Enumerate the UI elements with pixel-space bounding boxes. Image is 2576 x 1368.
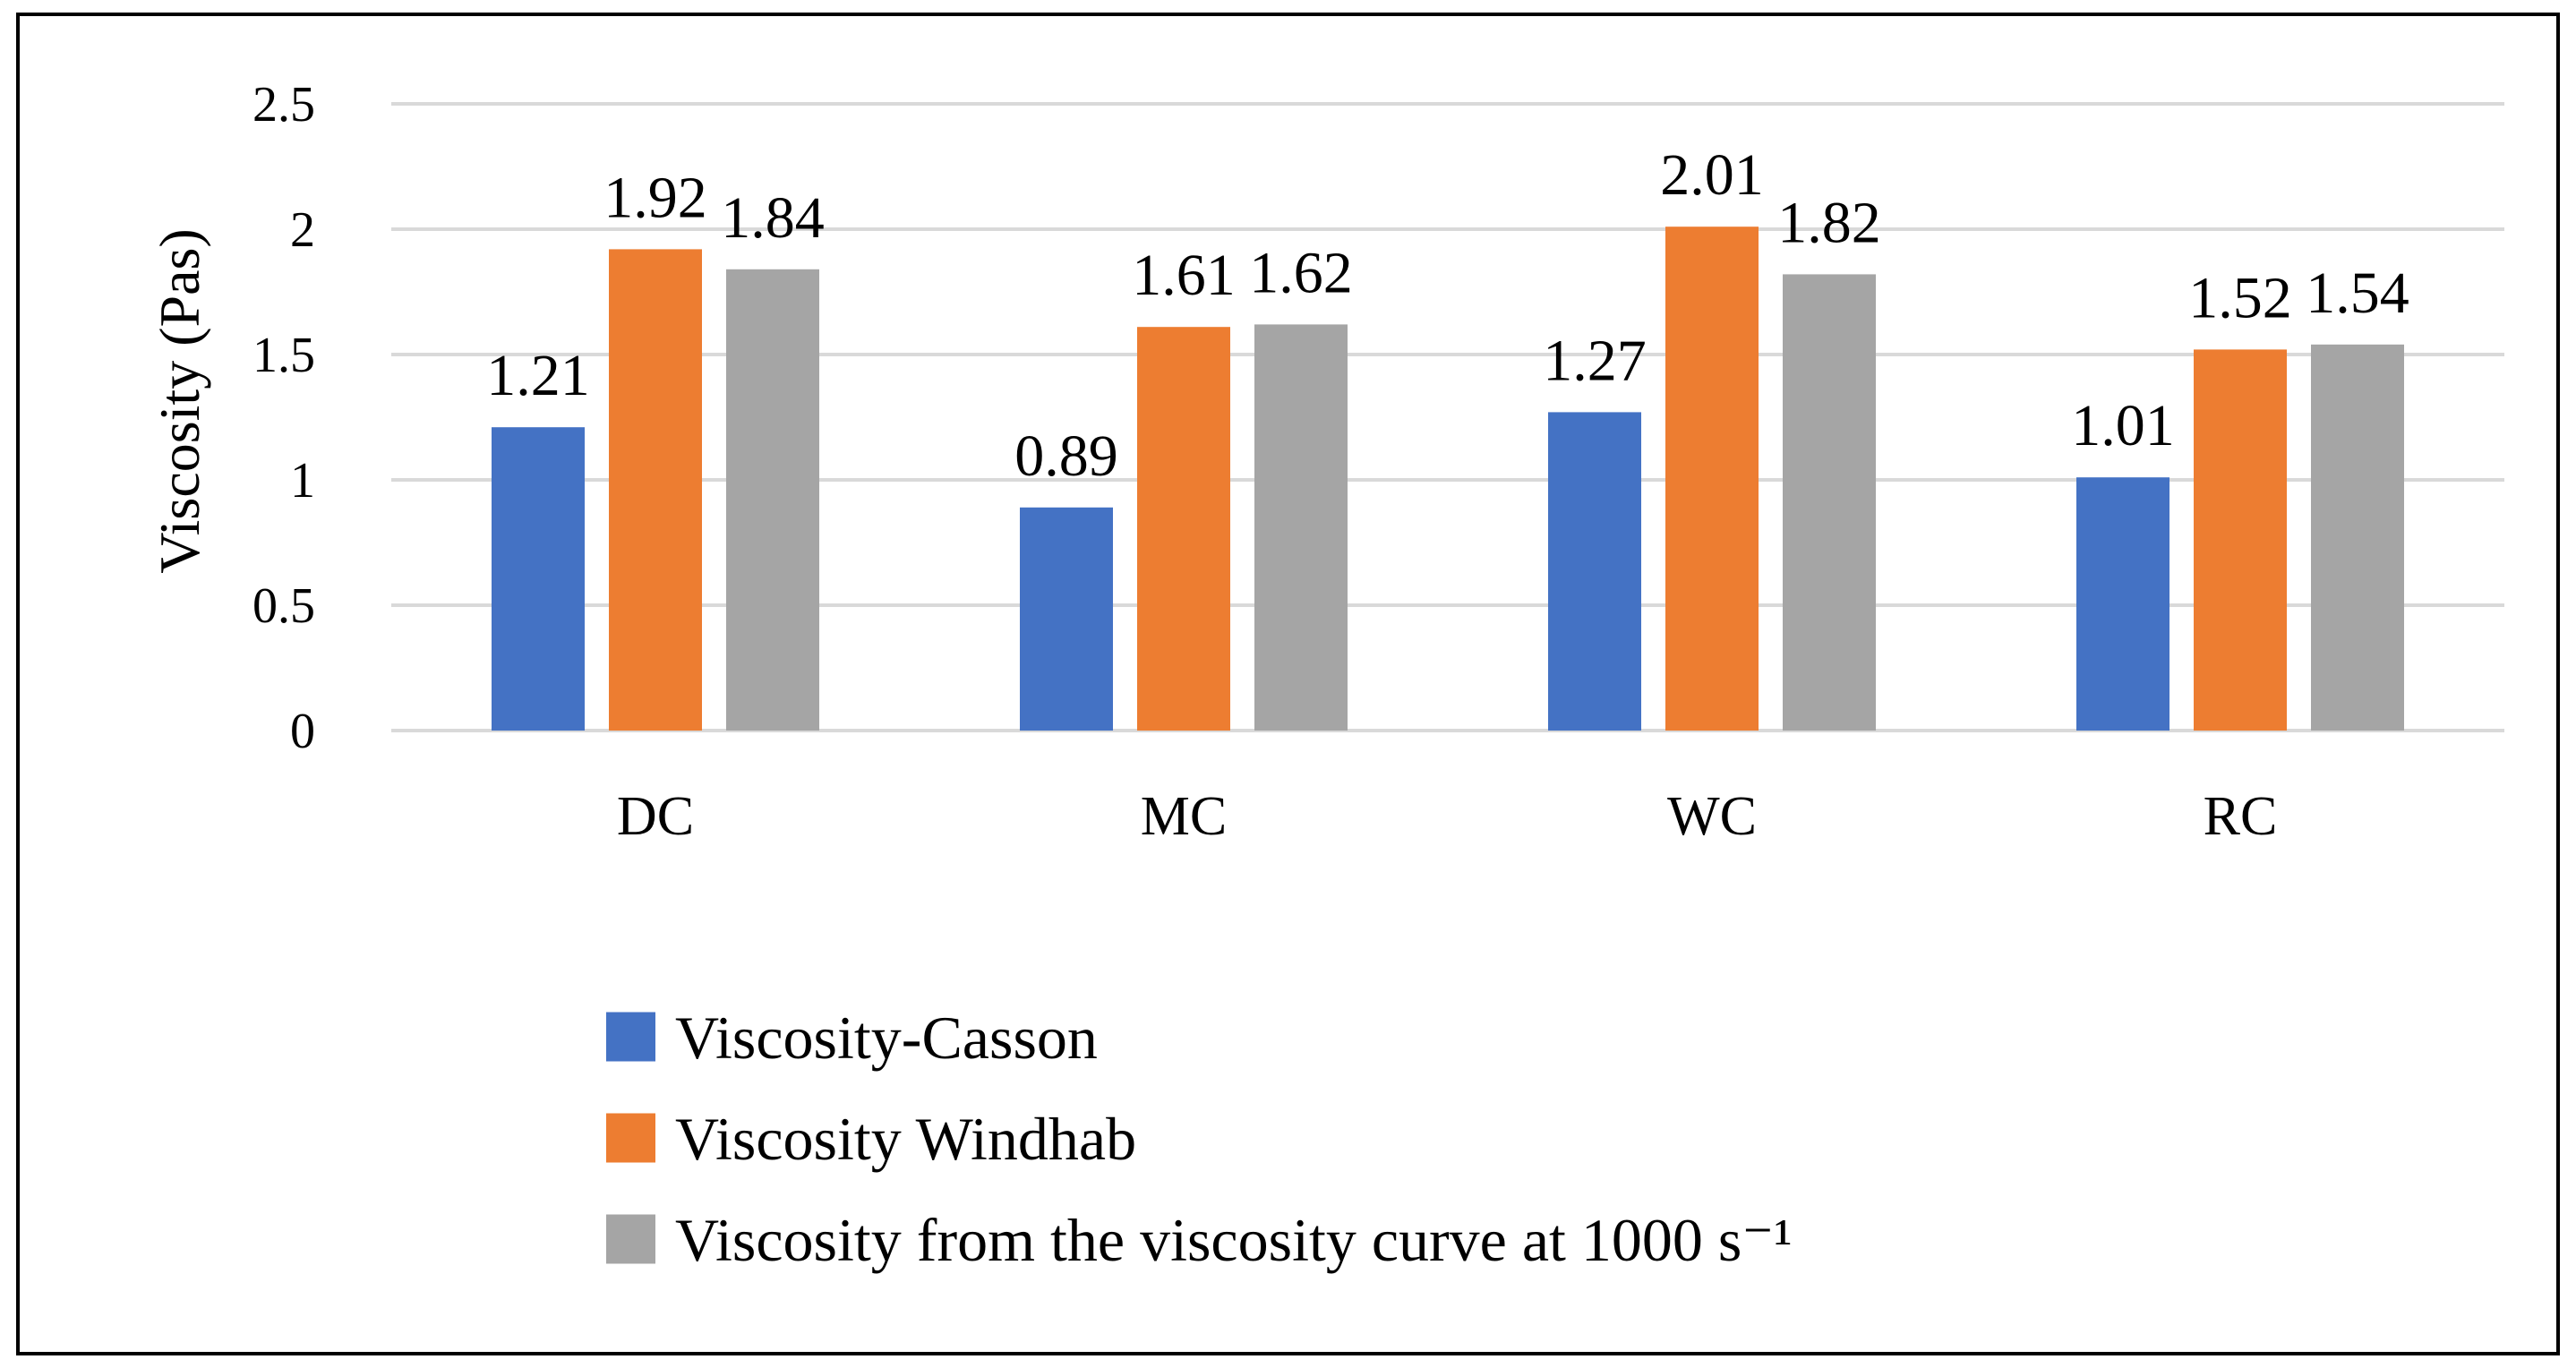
bars — [492, 227, 2404, 731]
bar-mc-series-2 — [1137, 327, 1230, 731]
legend-label-3: Viscosity from the viscosity curve at 10… — [675, 1206, 1793, 1274]
legend-swatch-1 — [606, 1012, 655, 1062]
bar-wc-series-3 — [1783, 274, 1876, 731]
data-label: 1.84 — [721, 185, 825, 251]
y-tick-labels: 0 0.5 1 1.5 2 2.5 — [252, 77, 315, 759]
data-label: 1.54 — [2306, 261, 2409, 326]
bar-rc-series-3 — [2311, 344, 2404, 731]
category-label-wc: WC — [1667, 786, 1757, 847]
data-label: 1.21 — [486, 343, 590, 408]
legend: Viscosity-Casson Viscosity Windhab Viscosi… — [606, 1004, 1793, 1274]
bar-dc-series-2 — [609, 249, 702, 731]
chart-frame: 0 0.5 1 1.5 2 2.5 1.21 1.92 1.84 0.89 1.61 1.62 1.2… — [16, 13, 2560, 1355]
data-label: 2.01 — [1660, 142, 1764, 208]
data-label: 1.27 — [1543, 328, 1647, 393]
y-tick-label: 1.5 — [252, 328, 315, 383]
data-label: 1.62 — [1249, 240, 1353, 305]
bar-dc-series-3 — [726, 269, 819, 731]
y-tick-label: 2 — [290, 202, 315, 258]
legend-label-2: Viscosity Windhab — [675, 1105, 1136, 1173]
data-label: 1.52 — [2188, 265, 2292, 330]
bar-wc-series-2 — [1665, 227, 1759, 731]
bar-chart: 00.511.522.5 1.211.92 1.840.891.61 1.621.2… — [148, 77, 2504, 1274]
category-labels: DC MC WC RC — [617, 786, 2277, 847]
data-label: 1.61 — [1132, 243, 1236, 308]
legend-swatch-2 — [606, 1113, 655, 1163]
data-label: 1.01 — [2071, 393, 2175, 458]
legend-swatch-3 — [606, 1214, 655, 1264]
legend-label-1: Viscosity-Casson — [675, 1004, 1098, 1072]
category-label-rc: RC — [2204, 786, 2278, 847]
y-tick-label: 0 — [290, 704, 315, 759]
data-label: 1.92 — [603, 165, 707, 230]
bar-mc-series-3 — [1254, 324, 1348, 731]
bar-rc-series-1 — [2076, 477, 2169, 731]
bar-wc-series-1 — [1548, 412, 1641, 731]
y-tick-label: 2.5 — [252, 77, 315, 133]
y-tick-label: 1 — [290, 453, 315, 509]
data-label: 0.89 — [1014, 423, 1118, 489]
data-label: 1.82 — [1777, 190, 1881, 255]
category-label-mc: MC — [1141, 786, 1227, 847]
category-label-dc: DC — [617, 786, 694, 847]
bar-rc-series-2 — [2194, 349, 2287, 731]
y-tick-label: 0.5 — [252, 578, 315, 634]
bar-mc-series-1 — [1020, 507, 1113, 731]
gridlines — [391, 102, 2504, 732]
y-axis-title: Viscosity (Pas) — [148, 228, 211, 573]
bar-dc-series-1 — [492, 427, 585, 731]
data-labels: 1.21 1.92 1.84 0.89 1.61 1.62 1.27 2.011.82 1.01… — [486, 142, 2409, 489]
